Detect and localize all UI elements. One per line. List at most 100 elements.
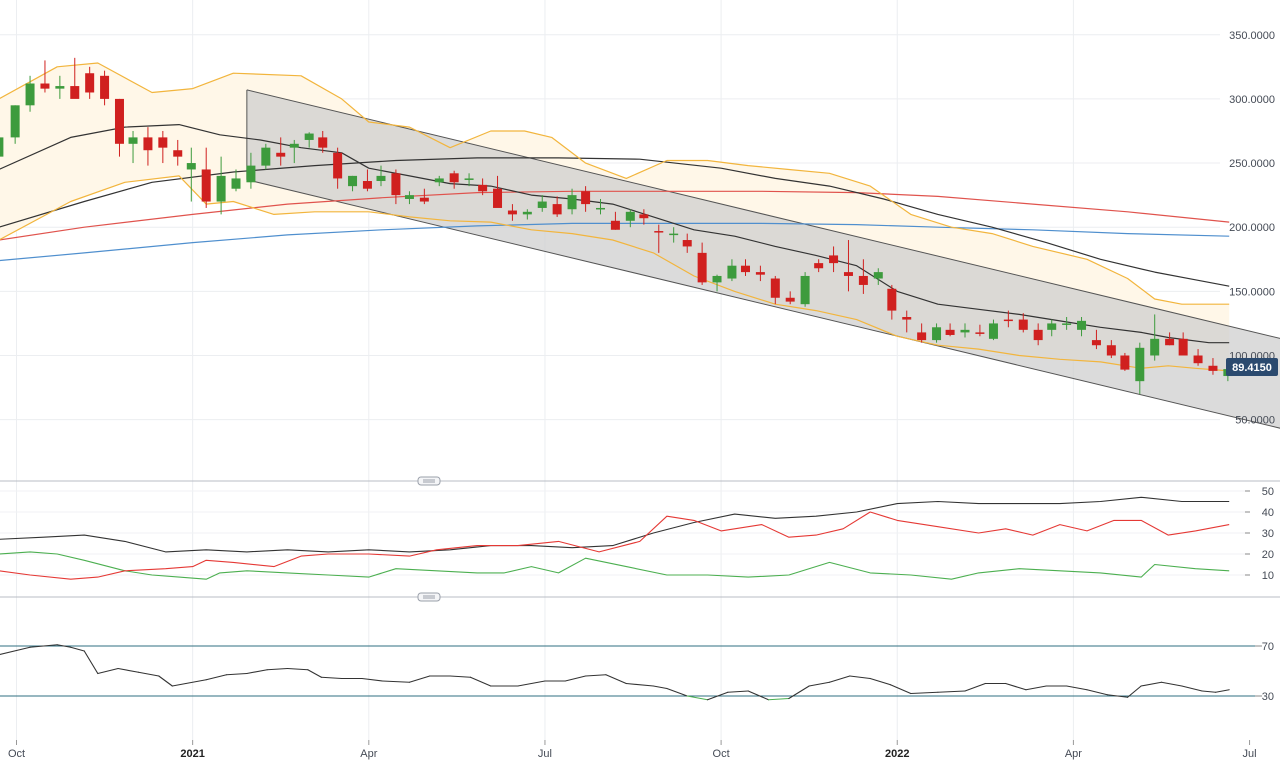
candle-body — [333, 152, 343, 179]
rsi-segment — [449, 675, 471, 678]
candle — [348, 175, 358, 192]
candle-body — [755, 272, 765, 275]
dmi-tick-label: 40 — [1262, 507, 1274, 519]
rsi-segment — [185, 679, 207, 685]
rsi-segment — [97, 667, 119, 675]
price-tick-label: 50.0000 — [1235, 415, 1275, 427]
candle-body — [740, 265, 750, 273]
rsi-segment — [70, 646, 85, 652]
candle — [464, 173, 474, 187]
candle — [85, 66, 95, 99]
candle — [755, 265, 765, 282]
candle — [610, 211, 620, 230]
time-axis: Oct 2021 Apr Jul Oct 2022 Apr Jul — [8, 740, 1257, 760]
candle-body — [697, 252, 707, 283]
rsi-segment — [1025, 685, 1047, 691]
candle-body — [829, 255, 839, 264]
candle-body — [158, 137, 168, 148]
candle-body — [770, 278, 780, 298]
dmi-panel[interactable]: 50 40 30 20 10 — [0, 486, 1274, 582]
rsi-segment — [320, 676, 343, 680]
candle — [654, 224, 664, 253]
candle — [669, 227, 679, 243]
candle — [740, 259, 750, 276]
candle-body — [186, 163, 196, 170]
price-tick-label: 250.0000 — [1229, 158, 1275, 170]
candle-body — [1165, 338, 1175, 346]
candle — [522, 209, 532, 220]
candle — [40, 60, 50, 93]
panel-resize-handle[interactable] — [417, 592, 441, 602]
candle-body — [478, 184, 488, 192]
candle — [960, 323, 970, 338]
candle — [697, 242, 707, 285]
time-tick-label: Oct — [8, 748, 25, 760]
candle-body — [362, 181, 372, 189]
candle — [639, 209, 649, 225]
regression-channel-lower — [246, 179, 1280, 429]
candle-body — [201, 169, 211, 202]
rsi-segment — [1201, 690, 1217, 693]
candle-body — [289, 143, 299, 148]
candle — [682, 233, 692, 253]
candle — [25, 75, 35, 112]
rsi-segment — [910, 691, 939, 695]
candle — [1135, 342, 1145, 394]
candle-body — [873, 272, 883, 279]
panel-resize-handle[interactable] — [417, 476, 441, 486]
price-panel[interactable]: 350.0000 300.0000 250.0000 200.0000 150.0000… — [0, 30, 1280, 446]
candle — [289, 139, 299, 164]
rsi-segment — [381, 680, 411, 683]
candle-body — [625, 211, 635, 221]
candle-body — [727, 265, 737, 279]
candle-body — [1091, 340, 1101, 346]
price-tick-label: 300.0000 — [1229, 94, 1275, 106]
candle-body — [55, 86, 65, 89]
candle — [873, 268, 883, 285]
rsi-segment — [605, 674, 627, 685]
rsi-segment — [0, 646, 31, 656]
dmi-tick-label: 50 — [1262, 486, 1274, 498]
candle-body — [945, 329, 955, 335]
candle-body — [932, 327, 942, 341]
rsi-segment — [266, 667, 289, 671]
candle — [304, 132, 314, 148]
moving-average-red — [0, 190, 1230, 241]
candle — [902, 310, 912, 333]
rsi-segment — [869, 677, 892, 686]
rsi-segment — [1106, 694, 1129, 698]
rsi-segment — [29, 644, 58, 648]
candle-body — [10, 105, 20, 138]
candle — [128, 130, 138, 164]
candle-body — [785, 297, 795, 302]
candle-body — [887, 288, 897, 311]
candle — [70, 57, 80, 99]
candle-body — [449, 173, 459, 183]
rsi-axis: 70 30 — [1255, 641, 1274, 703]
rsi-panel[interactable]: 70 30 — [0, 641, 1274, 703]
candle — [201, 147, 211, 208]
candle-body — [434, 178, 444, 183]
di-plus-line — [0, 551, 1230, 580]
rsi-segment — [158, 675, 173, 687]
candle — [1077, 317, 1087, 337]
candle-body — [1003, 319, 1013, 322]
candle — [261, 143, 271, 170]
candle-body — [318, 137, 328, 148]
candle — [376, 165, 386, 187]
price-tick-label: 150.0000 — [1229, 286, 1275, 298]
candle-body — [858, 275, 868, 285]
rsi-segment — [564, 675, 587, 682]
candle-body — [40, 83, 50, 89]
candle-body — [960, 329, 970, 333]
adx-line — [0, 496, 1230, 553]
candle — [1208, 358, 1218, 375]
rsi-segment — [1086, 689, 1108, 696]
rsi-segment — [286, 667, 309, 671]
candle — [158, 130, 168, 164]
time-tick-label: 2021 — [180, 748, 204, 760]
time-tick-label: Jul — [1243, 748, 1257, 760]
candle — [318, 130, 328, 153]
rsi-segment — [889, 684, 912, 695]
